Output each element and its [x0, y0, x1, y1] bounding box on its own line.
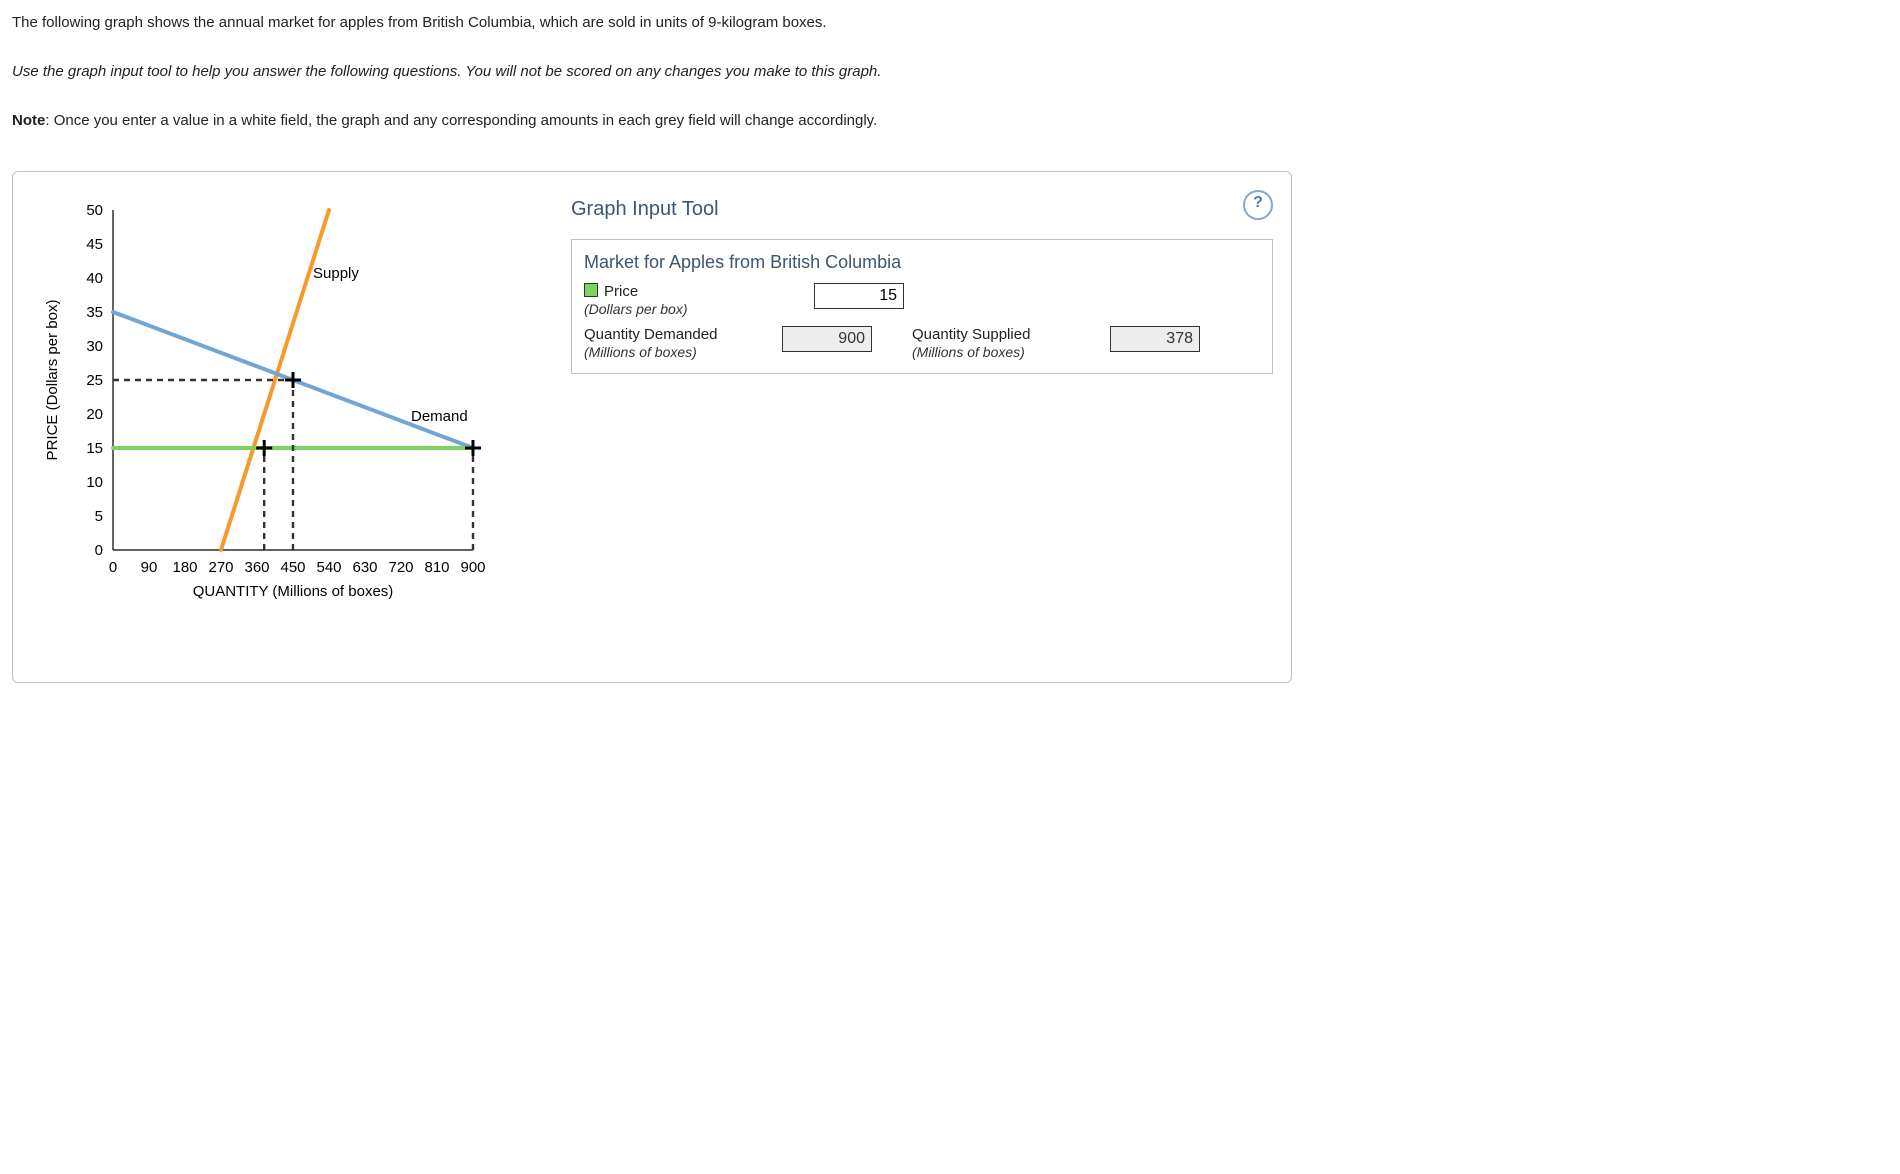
- svg-text:0: 0: [95, 542, 103, 559]
- price-label-sub: (Dollars per box): [584, 301, 794, 318]
- price-input[interactable]: [814, 283, 904, 309]
- qs-output: [1110, 326, 1200, 352]
- svg-text:Supply: Supply: [313, 265, 359, 282]
- tool-box: Market for Apples from British Columbia …: [571, 239, 1273, 374]
- svg-text:810: 810: [424, 559, 449, 576]
- svg-text:900: 900: [460, 559, 485, 576]
- qs-label-text: Quantity Supplied: [912, 326, 1030, 343]
- svg-text:630: 630: [352, 559, 377, 576]
- svg-text:25: 25: [86, 372, 103, 389]
- intro-text: The following graph shows the annual mar…: [12, 12, 1888, 33]
- qd-label-sub: (Millions of boxes): [584, 344, 764, 361]
- svg-text:450: 450: [280, 559, 305, 576]
- chart-container: 0 90 180 270 360 450 540 630 720 810 900 0 5 10 15 20 25…: [31, 190, 511, 654]
- graph-input-tool: ? Graph Input Tool Market for Apples fro…: [571, 190, 1273, 654]
- qd-label: Quantity Demanded (Millions of boxes): [584, 326, 764, 361]
- svg-text:5: 5: [95, 508, 103, 525]
- svg-text:10: 10: [86, 474, 103, 491]
- svg-text:50: 50: [86, 202, 103, 219]
- supply-demand-chart[interactable]: 0 90 180 270 360 450 540 630 720 810 900 0 5 10 15 20 25…: [31, 190, 511, 650]
- instruction-text: Use the graph input tool to help you ans…: [12, 61, 1888, 82]
- note-body: Once you enter a value in a white field,…: [54, 112, 878, 129]
- svg-text:20: 20: [86, 406, 103, 423]
- tool-subtitle: Market for Apples from British Columbia: [584, 252, 1260, 273]
- qs-label-sub: (Millions of boxes): [912, 344, 1092, 361]
- svg-text:720: 720: [388, 559, 413, 576]
- qd-label-text: Quantity Demanded: [584, 326, 717, 343]
- svg-text:0: 0: [109, 559, 117, 576]
- tool-title: Graph Input Tool: [571, 198, 1273, 221]
- svg-text:Demand: Demand: [411, 408, 468, 425]
- svg-text:35: 35: [86, 304, 103, 321]
- svg-text:360: 360: [244, 559, 269, 576]
- graph-panel: 0 90 180 270 360 450 540 630 720 810 900 0 5 10 15 20 25…: [12, 171, 1292, 683]
- help-icon[interactable]: ?: [1243, 190, 1273, 220]
- svg-text:PRICE (Dollars per box): PRICE (Dollars per box): [44, 300, 61, 461]
- price-label-text: Price: [604, 283, 638, 300]
- svg-text:45: 45: [86, 236, 103, 253]
- svg-text:540: 540: [316, 559, 341, 576]
- svg-text:90: 90: [141, 559, 158, 576]
- price-label: Price (Dollars per box): [584, 283, 794, 318]
- price-row: Price (Dollars per box): [584, 283, 1260, 318]
- price-swatch-icon: [584, 283, 598, 297]
- svg-text:180: 180: [172, 559, 197, 576]
- svg-text:QUANTITY (Millions of boxes): QUANTITY (Millions of boxes): [193, 583, 394, 600]
- svg-text:270: 270: [208, 559, 233, 576]
- note-text: Note: Once you enter a value in a white …: [12, 110, 1888, 131]
- qd-output: [782, 326, 872, 352]
- svg-text:40: 40: [86, 270, 103, 287]
- svg-text:30: 30: [86, 338, 103, 355]
- qs-label: Quantity Supplied (Millions of boxes): [912, 326, 1092, 361]
- svg-text:15: 15: [86, 440, 103, 457]
- note-prefix: Note: [12, 112, 45, 129]
